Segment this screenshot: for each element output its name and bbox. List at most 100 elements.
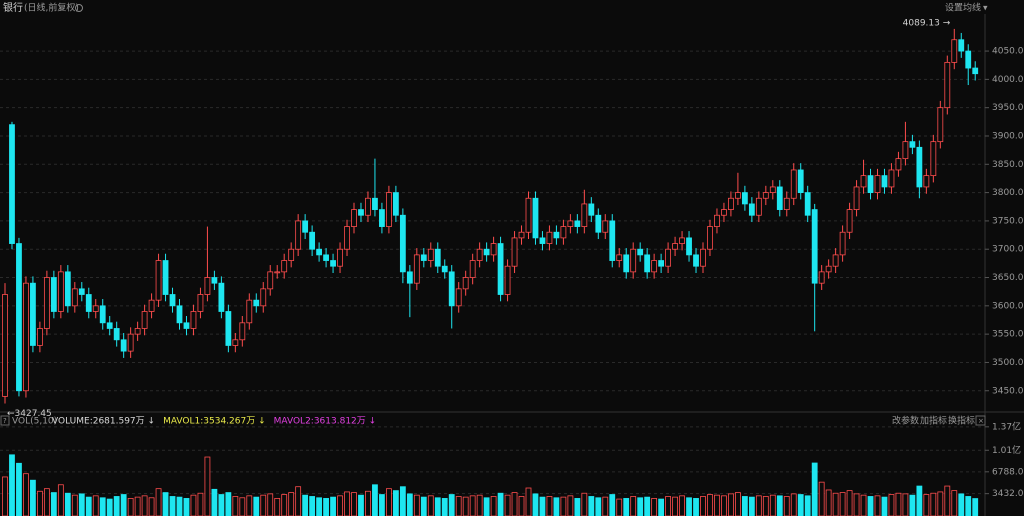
volume-bar bbox=[686, 497, 692, 516]
candle-body bbox=[539, 237, 546, 244]
volume-bar bbox=[413, 494, 420, 516]
close-button[interactable] bbox=[975, 415, 986, 426]
volume-bar bbox=[99, 497, 106, 516]
candle-body bbox=[511, 237, 518, 267]
volume-bar bbox=[57, 484, 64, 516]
candle-body bbox=[658, 260, 665, 267]
candle-body bbox=[99, 305, 106, 324]
y-tick-label: 3700.00 bbox=[992, 245, 1024, 255]
y-tick-label: 3800.00 bbox=[992, 188, 1024, 198]
volume-bar bbox=[120, 494, 127, 516]
candle-body bbox=[302, 220, 309, 233]
volume-bar bbox=[658, 498, 665, 516]
candle-body bbox=[553, 231, 560, 239]
help-icon[interactable] bbox=[0, 415, 10, 426]
candle-body bbox=[253, 299, 260, 307]
volume-bar bbox=[176, 496, 183, 516]
candle-body bbox=[497, 243, 504, 295]
candle-body bbox=[23, 282, 29, 392]
volume-bar bbox=[323, 498, 329, 516]
candle-body bbox=[832, 254, 839, 267]
volume-bar bbox=[930, 492, 937, 516]
volume-bar bbox=[797, 494, 804, 516]
candle-body bbox=[944, 61, 951, 109]
candle-body bbox=[120, 339, 127, 352]
volume-bar bbox=[190, 494, 197, 516]
candle-body bbox=[623, 254, 630, 273]
volume-bar bbox=[427, 495, 434, 516]
candle-body bbox=[637, 248, 644, 256]
volume-bar bbox=[37, 490, 43, 516]
volume-bar bbox=[623, 498, 630, 516]
candle-body bbox=[57, 271, 64, 312]
candle-body bbox=[106, 322, 113, 329]
candle-body bbox=[176, 305, 183, 324]
volume-bar bbox=[392, 490, 399, 516]
candle-body bbox=[197, 294, 204, 312]
volume-bar bbox=[741, 496, 748, 516]
candle-body bbox=[937, 107, 944, 143]
legend-entry: MAVOL2:3613.812万 ↓ bbox=[274, 417, 377, 427]
volume-bar bbox=[344, 491, 350, 516]
candle-body bbox=[867, 175, 874, 194]
candle-body bbox=[344, 226, 350, 250]
volume-bar bbox=[707, 494, 713, 516]
candle-body bbox=[148, 299, 155, 312]
volume-bar bbox=[574, 498, 581, 516]
volume-bar bbox=[92, 495, 99, 516]
volume-bar bbox=[644, 496, 651, 516]
volume-bar bbox=[595, 497, 602, 516]
candle-body bbox=[323, 254, 329, 261]
candle-body bbox=[721, 209, 727, 216]
candle-body bbox=[330, 260, 336, 267]
candle-body bbox=[420, 254, 427, 261]
volume-bar bbox=[721, 495, 727, 516]
volume-bar bbox=[476, 494, 483, 516]
volume-bar bbox=[553, 497, 560, 516]
candle-body bbox=[413, 254, 420, 284]
candle-body bbox=[965, 50, 972, 69]
toolbar-button[interactable]: 改参数 bbox=[892, 415, 919, 427]
candle-body bbox=[85, 294, 92, 312]
high-annotation: 4089.13 → bbox=[903, 18, 951, 28]
candle-body bbox=[295, 220, 302, 250]
volume-bar bbox=[274, 498, 281, 516]
volume-bar bbox=[385, 488, 392, 516]
volume-bar bbox=[295, 486, 302, 516]
candle-body bbox=[846, 209, 853, 233]
candle-body bbox=[504, 265, 511, 295]
candle-body bbox=[923, 175, 930, 188]
volume-bar bbox=[406, 493, 413, 516]
volume-bar bbox=[825, 489, 832, 516]
settings-icon[interactable] bbox=[75, 4, 83, 12]
candle-body bbox=[399, 214, 406, 273]
volume-bar bbox=[783, 496, 790, 516]
toolbar-button[interactable]: 换指标 bbox=[948, 415, 975, 427]
volume-bar bbox=[281, 494, 288, 516]
volume-bar bbox=[16, 462, 22, 516]
volume-bar bbox=[700, 496, 706, 516]
volume-bar bbox=[218, 494, 225, 516]
volume-bar bbox=[148, 497, 155, 516]
volume-bar bbox=[309, 496, 316, 516]
menu[interactable]: 设置均线 bbox=[945, 2, 981, 14]
candle-body bbox=[972, 67, 979, 75]
volume-bar bbox=[728, 493, 734, 516]
candle-body bbox=[288, 248, 295, 261]
volume-bar bbox=[902, 493, 909, 516]
candle-body bbox=[518, 231, 525, 239]
toolbar-button[interactable]: 加指标 bbox=[920, 415, 947, 427]
candle-body bbox=[392, 192, 399, 216]
candle-body bbox=[9, 124, 15, 244]
volume-bar bbox=[43, 488, 50, 516]
candle-body bbox=[434, 248, 441, 267]
subtitle: (日线,前复权) bbox=[24, 2, 79, 14]
candle-body bbox=[853, 186, 860, 210]
volume-bar bbox=[246, 495, 253, 516]
candle-body bbox=[37, 328, 43, 346]
candle-body bbox=[909, 141, 916, 148]
candle-body bbox=[930, 141, 937, 177]
candle-body bbox=[595, 214, 602, 233]
volume-bar bbox=[909, 494, 916, 516]
candle-body bbox=[560, 226, 567, 239]
